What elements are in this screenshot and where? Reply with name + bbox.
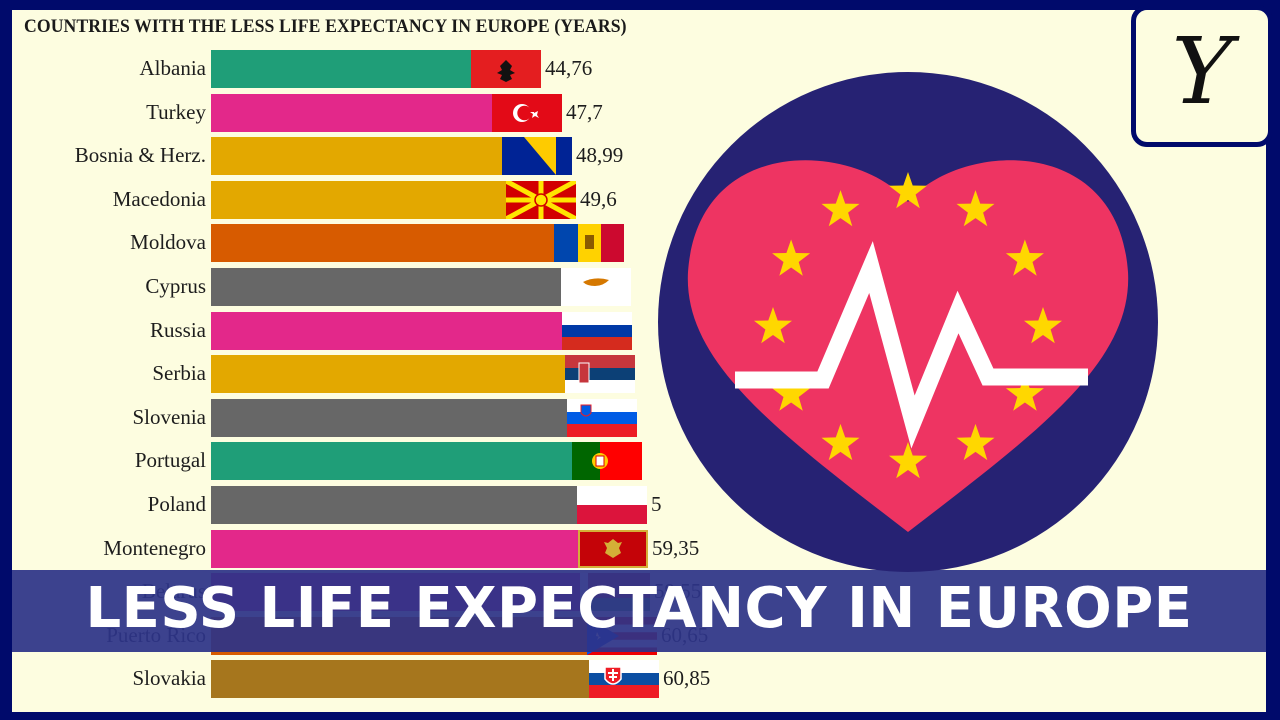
bar (211, 442, 642, 481)
bar-row: Moldova (0, 224, 900, 263)
star-icon (956, 423, 995, 461)
country-label: Montenegro (103, 535, 206, 560)
country-label: Turkey (146, 99, 206, 124)
cyprus-flag-icon (561, 268, 631, 306)
title-banner (12, 570, 1266, 652)
slovenia-flag-icon (567, 398, 637, 437)
bar-row: Serbia (0, 355, 900, 394)
bar-row: Albania 44,76 (0, 50, 900, 88)
value-label: 59,35 (652, 535, 700, 560)
bar (211, 660, 659, 699)
value-label: 47,7 (566, 99, 603, 124)
value-label: 48,99 (576, 143, 624, 168)
value-label: 49,6 (580, 186, 617, 211)
russia-flag-icon (562, 311, 632, 350)
star-icon (1005, 374, 1044, 411)
country-label: Russia (149, 317, 206, 342)
poland-flag-icon (577, 486, 647, 524)
country-label: Bosnia & Herz. (74, 143, 206, 168)
star-icon (1005, 239, 1044, 276)
country-label: Albania (139, 56, 206, 80)
macedonia-flag-icon (506, 180, 576, 219)
bar (211, 311, 632, 350)
country-label: Serbia (152, 361, 206, 386)
montenegro-flag-icon (578, 529, 648, 568)
star-icon (772, 239, 811, 276)
country-label: Poland (147, 492, 206, 516)
bar-row: Cyprus (0, 268, 900, 306)
bar-row: Slovakia 60,85 (0, 660, 900, 699)
value-label: 60,85 (663, 666, 711, 691)
star-icon (1024, 307, 1062, 344)
serbia-flag-icon (565, 355, 635, 394)
moldova-flag-icon (554, 224, 624, 263)
heart-health-emblem-icon (658, 72, 1158, 572)
bar (211, 529, 648, 568)
star-icon (889, 442, 927, 479)
star-icon (889, 172, 927, 209)
country-label: Cyprus (145, 274, 206, 298)
chart-title: COUNTRIES WITH THE LESS LIFE EXPECTANCY … (24, 16, 627, 37)
bar (211, 355, 635, 394)
country-label: Slovenia (132, 404, 207, 429)
star-icon (821, 190, 860, 227)
value-label: 44,76 (545, 56, 593, 80)
bar-row: Macedonia 49,6 (0, 180, 900, 219)
bar-row: Portugal (0, 442, 900, 481)
albania-flag-icon (471, 50, 541, 88)
bar (211, 398, 637, 437)
country-label: Macedonia (112, 186, 206, 211)
channel-logo: Y (1131, 5, 1273, 147)
bar-row: Turkey 47,7 (0, 93, 900, 132)
banner-text: LESS LIFE EXPECTANCY IN EUROPE (85, 576, 1193, 641)
star-icon (754, 307, 792, 344)
country-label: Moldova (130, 230, 206, 255)
bar-row: Russia (0, 311, 900, 350)
slovakia-flag-icon (589, 660, 659, 699)
bosnia-flag-icon (502, 137, 572, 176)
bar-row: Poland 5 (0, 486, 900, 524)
value-label: 5 (651, 492, 662, 516)
bar-row: Slovenia (0, 398, 900, 437)
bar (211, 486, 647, 524)
bar-row: Montenegro 59,35 (0, 529, 900, 568)
star-icon (956, 190, 995, 227)
country-label: Slovakia (132, 666, 207, 691)
logo-letter: Y (1171, 18, 1233, 125)
star-icon (772, 374, 811, 411)
portugal-flag-icon (572, 442, 642, 481)
turkey-flag-icon (492, 93, 562, 132)
bar-row: Bosnia & Herz. 48,99 (0, 137, 900, 176)
star-icon (821, 423, 860, 461)
country-label: Portugal (134, 448, 206, 473)
